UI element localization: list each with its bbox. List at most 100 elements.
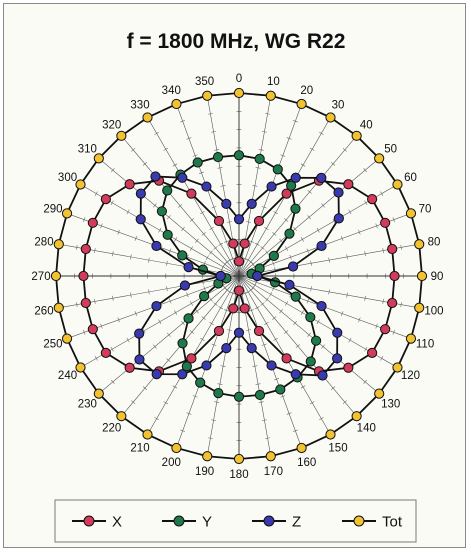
grid-tick <box>306 248 309 254</box>
legend-marker <box>83 515 95 527</box>
data-point <box>116 411 127 422</box>
grid-tick <box>358 317 361 323</box>
data-point <box>316 240 327 252</box>
grid-tick <box>286 137 292 140</box>
data-point <box>134 328 145 339</box>
data-point <box>305 312 316 323</box>
grid-tick <box>213 246 218 250</box>
grid-tick <box>283 330 289 334</box>
data-point <box>221 342 232 354</box>
angle-label: 50 <box>384 144 397 156</box>
grid-tick <box>134 311 137 317</box>
data-point <box>171 442 182 454</box>
data-point <box>233 391 245 402</box>
data-point <box>93 388 104 399</box>
legend: X Y Z Tot <box>54 499 417 543</box>
grid-tick <box>226 221 232 223</box>
grid-tick <box>255 383 261 385</box>
grid-tick <box>382 248 384 254</box>
grid-tick <box>226 329 232 331</box>
data-point <box>116 130 127 141</box>
grid-tick <box>189 330 195 334</box>
angle-labels: 0 10 20 30 40 50 60 70 80 90 100 110 120 130 140 150 160… <box>31 73 443 481</box>
data-point <box>316 300 327 312</box>
grid-tick <box>254 306 260 310</box>
data-point <box>221 198 232 210</box>
data-point <box>75 362 86 373</box>
grid-tick <box>180 429 186 432</box>
data-point <box>253 325 265 337</box>
grid-tick <box>158 319 162 325</box>
data-point <box>275 384 286 395</box>
grid-tick <box>321 344 325 349</box>
data-point <box>333 213 344 224</box>
grid-tick <box>346 254 348 260</box>
data-point <box>284 228 295 239</box>
legend-label: Z <box>292 514 301 531</box>
grid-tick <box>285 246 289 251</box>
grid-tick <box>260 246 265 250</box>
grid-tick <box>112 295 114 301</box>
data-point <box>332 353 343 364</box>
grid-tick <box>265 250 269 255</box>
data-point <box>405 333 417 344</box>
grid-tick <box>163 147 169 151</box>
grid-tick <box>307 332 311 337</box>
data-point <box>156 206 167 217</box>
angle-label: 340 <box>162 85 181 97</box>
data-point <box>311 335 322 346</box>
data-point <box>228 238 239 249</box>
angle-label: 260 <box>34 305 53 317</box>
grid-tick <box>342 147 347 152</box>
grid-tick <box>348 337 352 343</box>
grid-tick <box>252 365 258 367</box>
grid-tick <box>218 306 224 310</box>
data-point <box>100 194 111 205</box>
grid-tick <box>220 365 226 367</box>
data-point <box>124 179 135 190</box>
grid-tick <box>166 358 171 362</box>
data-point <box>325 429 336 440</box>
grid-tick <box>272 316 277 320</box>
grid-tick <box>375 323 378 329</box>
angle-label: 80 <box>428 237 441 249</box>
grid-tick <box>265 297 269 302</box>
data-point <box>201 181 212 192</box>
grid-tick <box>380 356 384 361</box>
grid-tick <box>272 232 277 236</box>
angle-label: 160 <box>297 457 316 469</box>
angle-label: 0 <box>236 73 242 85</box>
angle-label: 270 <box>31 271 50 283</box>
angle-label: 10 <box>267 76 280 88</box>
data-point <box>171 98 182 110</box>
data-point <box>80 297 91 309</box>
grid-tick <box>328 257 330 263</box>
data-point <box>272 164 283 175</box>
series-z <box>134 171 344 381</box>
data-point <box>254 153 265 164</box>
angle-label: 130 <box>381 398 400 410</box>
data-point <box>316 172 327 183</box>
grid-tick <box>249 240 254 243</box>
data-point <box>201 360 212 371</box>
data-point <box>87 324 98 335</box>
grid-tick <box>195 309 199 314</box>
grid-tick <box>207 437 213 439</box>
grid-tick <box>265 437 271 439</box>
grid-tick <box>211 206 217 209</box>
data-point <box>290 291 301 302</box>
grid-tick <box>306 298 309 304</box>
legend-label: Tot <box>382 514 403 531</box>
grid-tick <box>265 113 271 115</box>
grid-tick <box>166 286 168 292</box>
grid-tick <box>261 419 267 421</box>
angle-label: 220 <box>102 423 121 435</box>
data-point <box>253 215 265 227</box>
grid-tick <box>358 229 361 235</box>
grid-tick <box>280 395 286 398</box>
grid-tick <box>181 320 185 326</box>
grid-tick <box>94 356 98 361</box>
data-point <box>414 239 425 250</box>
grid-tick <box>211 131 217 133</box>
grid-tick <box>172 385 178 389</box>
